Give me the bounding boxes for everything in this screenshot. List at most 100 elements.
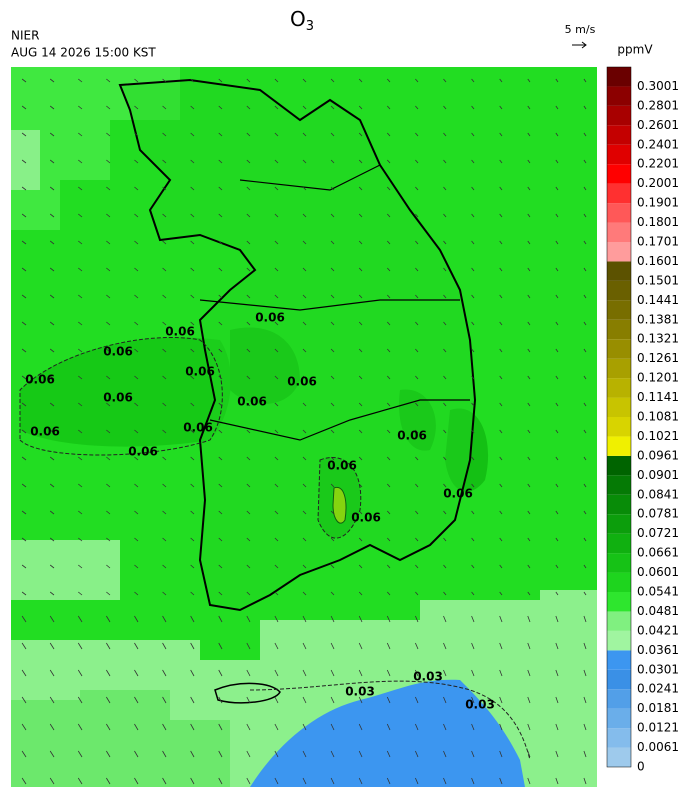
time: AUG 14 2026 15:00 KST — [11, 46, 156, 60]
wind-arrow — [443, 375, 447, 380]
wind-arrow — [527, 429, 531, 434]
wind-arrow — [190, 402, 195, 407]
contour-line — [19, 337, 223, 456]
wind-arrow — [78, 105, 83, 110]
wind-arrow — [302, 723, 307, 731]
wind-arrow — [471, 267, 475, 272]
wind-arrow — [218, 510, 223, 515]
colorbar-label: 0.0781 — [637, 507, 679, 521]
wind-arrow — [583, 615, 587, 623]
wind-arrow — [330, 132, 335, 137]
wind-arrow — [106, 615, 111, 623]
wind-arrow — [190, 483, 195, 488]
wind-arrow — [415, 669, 419, 677]
wind-arrow — [583, 591, 587, 596]
wind-arrow — [499, 642, 503, 650]
colorbar-label: 0.2801 — [637, 98, 679, 112]
wind-arrow — [49, 483, 55, 488]
wind-arrow — [106, 483, 111, 488]
colorbar-box — [607, 533, 631, 554]
wind-arrow — [218, 105, 223, 110]
wind-arrow — [190, 132, 195, 137]
wind-arrow — [387, 132, 391, 137]
wind-arrow — [358, 750, 363, 758]
wind-arrow — [21, 240, 27, 245]
wind-arrow — [415, 510, 419, 515]
wind-arrow — [218, 564, 223, 569]
wind-arrow — [330, 777, 335, 785]
wind-arrow — [274, 669, 279, 677]
wind-arrow — [415, 591, 419, 596]
wind-arrow — [21, 159, 27, 164]
wind-arrow — [106, 78, 111, 83]
wind-arrow — [21, 132, 27, 137]
wind-arrow — [583, 429, 587, 434]
wind-arrow — [302, 642, 307, 650]
wind-arrow — [302, 294, 307, 299]
wind-arrow — [358, 669, 363, 677]
wind-arrow — [443, 240, 447, 245]
wind-arrow — [471, 375, 475, 380]
wind-arrow — [246, 105, 251, 110]
wind-arrow — [330, 213, 335, 218]
wind-arrow — [583, 537, 587, 542]
wind-arrow — [415, 78, 419, 83]
colorbar: 0 0.0061 0.0121 0.0181 0.0241 0.0301 0.0361 0.0… — [606, 66, 679, 774]
wind-arrow — [583, 456, 587, 461]
wind-arrow — [302, 537, 307, 542]
wind-arrow — [274, 483, 279, 488]
wind-arrow — [78, 456, 83, 461]
wind-arrow — [443, 402, 447, 407]
land-outline — [118, 78, 477, 612]
wind-arrow — [583, 375, 587, 380]
wind-arrow — [415, 483, 419, 488]
wind-arrow — [49, 564, 55, 569]
wind-arrow — [386, 669, 391, 677]
wind-arrow — [555, 564, 559, 569]
wind-arrow — [330, 669, 335, 677]
wind-arrow — [358, 348, 363, 353]
colorbar-box — [607, 222, 631, 242]
wind-arrow — [21, 591, 27, 596]
wind-arrow — [274, 642, 279, 650]
wind-arrow — [358, 564, 363, 569]
colorbar-label: 0.0841 — [637, 487, 679, 501]
wind-arrow — [106, 591, 111, 596]
wind-arrow — [555, 669, 559, 677]
wind-arrow — [77, 615, 83, 623]
colorbar-label: 0.1701 — [637, 235, 679, 249]
wind-arrow — [555, 105, 559, 110]
wind-arrow — [302, 564, 307, 569]
wind-arrow — [471, 642, 475, 650]
wind-arrow — [443, 294, 447, 299]
contour-label: 0.06 — [327, 459, 357, 473]
wind-arrow — [443, 669, 447, 677]
wind-arrow — [134, 456, 139, 461]
wind-arrow — [358, 483, 363, 488]
wind-arrow — [358, 105, 363, 110]
wind-arrow — [274, 510, 279, 515]
colorbar-label: 0.0061 — [637, 740, 679, 754]
wind-arrow — [21, 186, 27, 191]
wind-arrow — [134, 159, 139, 164]
wind-arrow — [387, 429, 391, 434]
wind-arrow — [21, 564, 27, 569]
wind-arrow — [471, 78, 475, 83]
colorbar-frame — [606, 66, 632, 768]
wind-arrow — [583, 483, 587, 488]
wind-arrow — [387, 294, 391, 299]
wind-arrow — [274, 132, 279, 137]
wind-arrow — [162, 483, 167, 488]
wind-arrow — [21, 642, 27, 650]
wind-arrow — [527, 213, 531, 218]
wind-arrow — [302, 615, 307, 623]
wind-arrow — [527, 294, 531, 299]
wind-arrow — [106, 750, 111, 758]
wind-arrow — [555, 321, 559, 326]
wind-arrow — [162, 375, 167, 380]
wind-arrow — [527, 456, 531, 461]
wind-arrow — [499, 510, 503, 515]
wind-arrow — [49, 132, 55, 137]
wind-arrow — [555, 240, 559, 245]
colorbar-box — [607, 689, 631, 709]
